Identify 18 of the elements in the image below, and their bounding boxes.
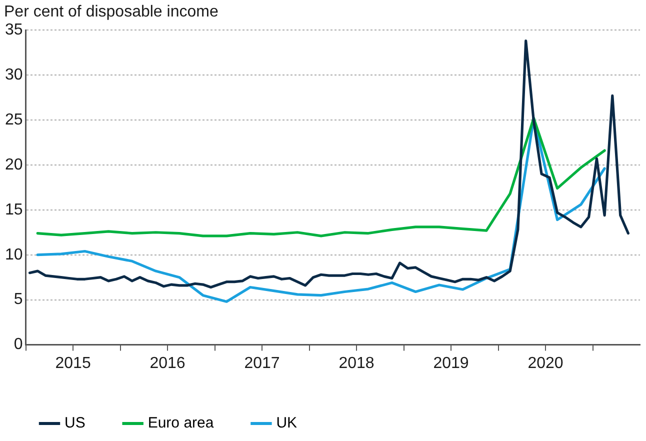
x-tick-label: 2015	[55, 354, 91, 372]
y-tick-label: 20	[5, 156, 23, 174]
legend-label: US	[64, 414, 86, 432]
legend-label: UK	[276, 414, 298, 432]
x-tick-label: 2018	[338, 354, 374, 372]
y-axis-title: Per cent of disposable income	[4, 3, 218, 20]
x-tick-label: 2017	[244, 354, 280, 372]
y-tick-label: 10	[5, 246, 23, 264]
x-tick-label: 2020	[528, 354, 564, 372]
y-tick-label: 30	[5, 66, 23, 84]
x-tick-label: 2019	[433, 354, 469, 372]
x-tick-label: 2016	[150, 354, 186, 372]
y-tick-label: 35	[5, 21, 23, 38]
y-tick-label: 15	[5, 201, 23, 218]
legend-label: Euro area	[148, 414, 214, 432]
y-tick-label: 25	[5, 111, 23, 128]
y-tick-label: 0	[14, 336, 23, 354]
y-tick-label: 5	[14, 291, 23, 308]
